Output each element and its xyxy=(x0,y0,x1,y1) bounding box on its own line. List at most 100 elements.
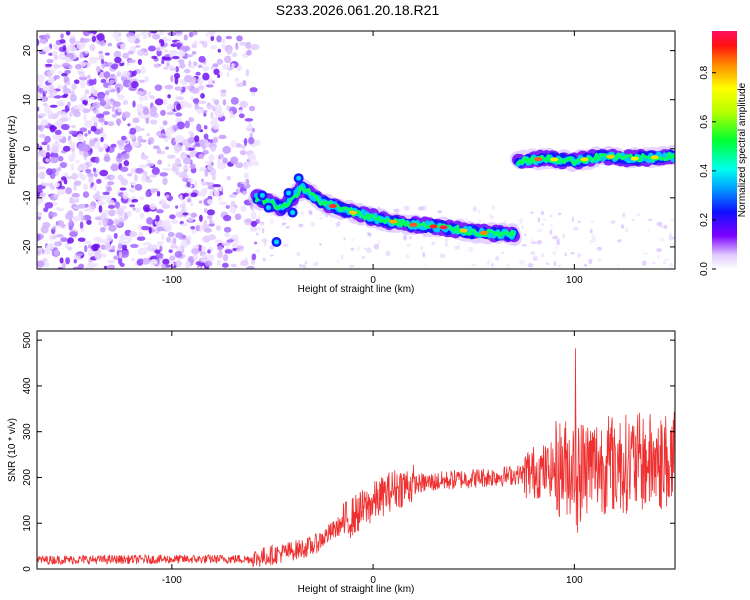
noise-speck xyxy=(191,228,197,235)
noise-speck xyxy=(179,194,183,202)
noise-speck xyxy=(198,55,206,63)
noise-speck xyxy=(107,259,116,264)
noise-speck xyxy=(403,205,410,211)
noise-speck xyxy=(194,180,198,188)
noise-speck xyxy=(137,135,143,143)
noise-speck xyxy=(54,121,62,127)
noise-speck xyxy=(69,94,77,102)
noise-speck xyxy=(186,54,194,58)
noise-speck xyxy=(187,217,194,222)
noise-speck xyxy=(61,62,71,68)
noise-speck xyxy=(184,260,191,269)
noise-speck xyxy=(167,163,171,168)
noise-speck xyxy=(60,237,68,242)
noise-speck xyxy=(77,68,85,76)
noise-speck xyxy=(202,149,209,155)
noise-speck xyxy=(62,45,67,52)
colorbar-tick-label: 0.2 xyxy=(699,213,710,227)
noise-speck xyxy=(69,34,76,39)
noise-speck xyxy=(79,127,88,133)
noise-speck xyxy=(77,237,86,242)
noise-speck xyxy=(167,94,171,99)
noise-speck xyxy=(127,173,133,177)
noise-speck xyxy=(37,106,40,112)
noise-speck xyxy=(210,112,214,119)
noise-speck xyxy=(37,250,42,256)
noise-speck xyxy=(144,76,149,83)
noise-speck xyxy=(97,93,105,102)
noise-speck xyxy=(164,84,174,90)
noise-speck xyxy=(88,176,94,184)
noise-speck xyxy=(46,59,54,64)
noise-speck xyxy=(552,251,557,255)
noise-speck xyxy=(113,50,122,58)
noise-speck xyxy=(149,258,158,266)
noise-speck xyxy=(41,141,48,146)
noise-speck xyxy=(76,42,85,50)
noise-speck xyxy=(114,56,122,64)
noise-speck xyxy=(100,127,104,134)
noise-speck xyxy=(519,259,525,266)
noise-speck xyxy=(103,155,111,163)
noise-speck xyxy=(541,223,544,226)
noise-speck xyxy=(159,133,166,137)
noise-speck xyxy=(92,183,97,192)
noise-speck xyxy=(123,160,130,167)
noise-speck xyxy=(69,231,78,238)
noise-speck xyxy=(235,162,244,169)
noise-speck xyxy=(495,255,500,262)
noise-speck xyxy=(207,198,214,205)
noise-speck xyxy=(60,33,64,39)
noise-speck xyxy=(132,198,139,203)
noise-speck xyxy=(119,177,126,182)
noise-speck xyxy=(120,166,129,172)
noise-speck xyxy=(210,120,216,127)
noise-speck xyxy=(530,251,536,256)
colorbar-tick-label: 0.4 xyxy=(699,163,710,177)
ridge-blob-core xyxy=(286,190,292,196)
noise-speck xyxy=(159,126,164,130)
noise-speck xyxy=(660,225,664,229)
noise-speck xyxy=(128,59,136,64)
noise-speck xyxy=(213,99,220,106)
snr-x-axis-label: Height of straight line (km) xyxy=(298,584,415,595)
noise-speck xyxy=(118,251,123,259)
noise-speck xyxy=(552,235,558,240)
noise-speck xyxy=(240,259,249,267)
noise-speck xyxy=(642,260,647,266)
noise-speck xyxy=(149,95,155,100)
noise-speck xyxy=(588,258,593,265)
noise-speck xyxy=(149,244,157,249)
noise-speck xyxy=(61,123,70,131)
noise-speck xyxy=(96,33,105,41)
noise-speck xyxy=(38,80,43,89)
noise-speck xyxy=(225,35,233,40)
noise-speck xyxy=(212,184,222,188)
noise-speck xyxy=(564,252,567,257)
noise-speck xyxy=(138,231,144,237)
noise-speck xyxy=(49,156,59,164)
noise-speck xyxy=(207,214,213,220)
noise-speck xyxy=(134,183,143,191)
noise-speck xyxy=(251,127,255,133)
noise-speck xyxy=(636,212,641,216)
noise-speck xyxy=(625,227,629,233)
noise-speck xyxy=(159,245,163,252)
noise-speck xyxy=(104,176,108,180)
noise-speck xyxy=(64,69,71,74)
noise-speck xyxy=(184,74,193,83)
noise-speck xyxy=(170,43,178,48)
noise-speck xyxy=(200,181,208,186)
noise-speck xyxy=(43,261,50,268)
noise-speck xyxy=(557,212,562,216)
noise-speck xyxy=(147,137,155,145)
noise-speck xyxy=(130,81,139,89)
noise-speck xyxy=(239,149,247,156)
noise-speck xyxy=(202,72,210,81)
noise-speck xyxy=(335,222,339,228)
noise-speck xyxy=(128,188,136,193)
noise-speck xyxy=(171,56,180,60)
noise-speck xyxy=(59,117,68,123)
noise-speck xyxy=(40,96,49,102)
noise-speck xyxy=(121,244,128,251)
